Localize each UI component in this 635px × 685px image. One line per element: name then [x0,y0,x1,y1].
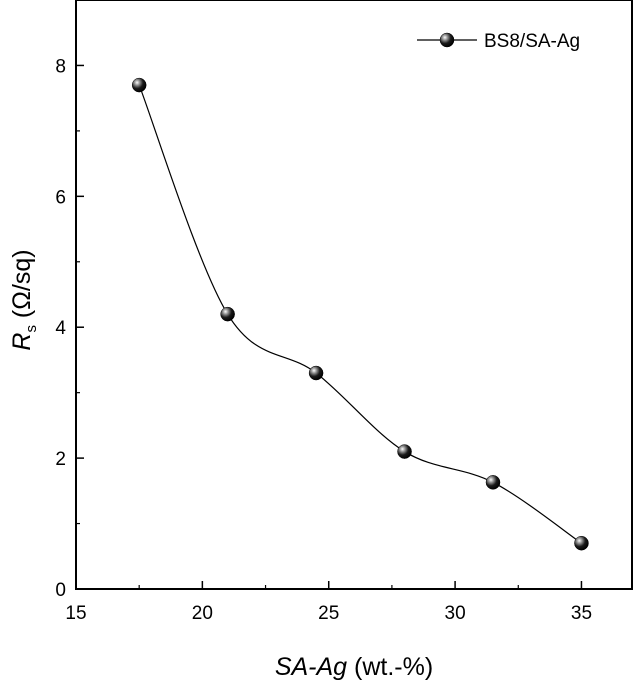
data-point [485,475,501,490]
data-points [131,77,589,551]
x-tick-label: 15 [65,603,86,624]
data-point [131,77,147,93]
data-point [397,444,412,459]
y-tick-label: 2 [55,449,66,470]
y-tick-label: 6 [55,187,66,208]
x-axis-ticks: 15 20 25 30 35 [65,581,592,624]
y-axis-ticks: 0 2 4 6 8 [55,56,84,601]
x-axis-title: SA-Ag (wt.-%) [275,653,433,681]
legend-marker [439,32,455,48]
x-tick-label: 25 [318,603,339,624]
plot-frame [75,0,633,590]
x-tick-label: 35 [571,603,592,624]
y-axis-title: Rs (Ω/sq) [8,249,40,350]
y-tick-label: 0 [55,580,66,601]
data-point [308,365,324,381]
y-tick-label: 4 [55,318,66,339]
x-tick-label: 20 [192,603,213,624]
y-axis-title-symbol: R [8,333,36,351]
legend-label: BS8/SA-Ag [484,31,580,52]
y-axis-title-subscript: s [23,325,40,333]
x-tick-label: 30 [445,603,466,624]
y-tick-label: 8 [55,56,66,77]
x-axis-title-italic: SA-Ag [275,653,347,681]
data-point [220,306,235,322]
data-point [574,535,589,551]
x-axis-title-unit: (wt.-%) [347,653,433,681]
y-axis-title-unit: (Ω/sq) [8,249,36,325]
legend: BS8/SA-Ag [417,31,580,52]
series-line [138,84,582,544]
